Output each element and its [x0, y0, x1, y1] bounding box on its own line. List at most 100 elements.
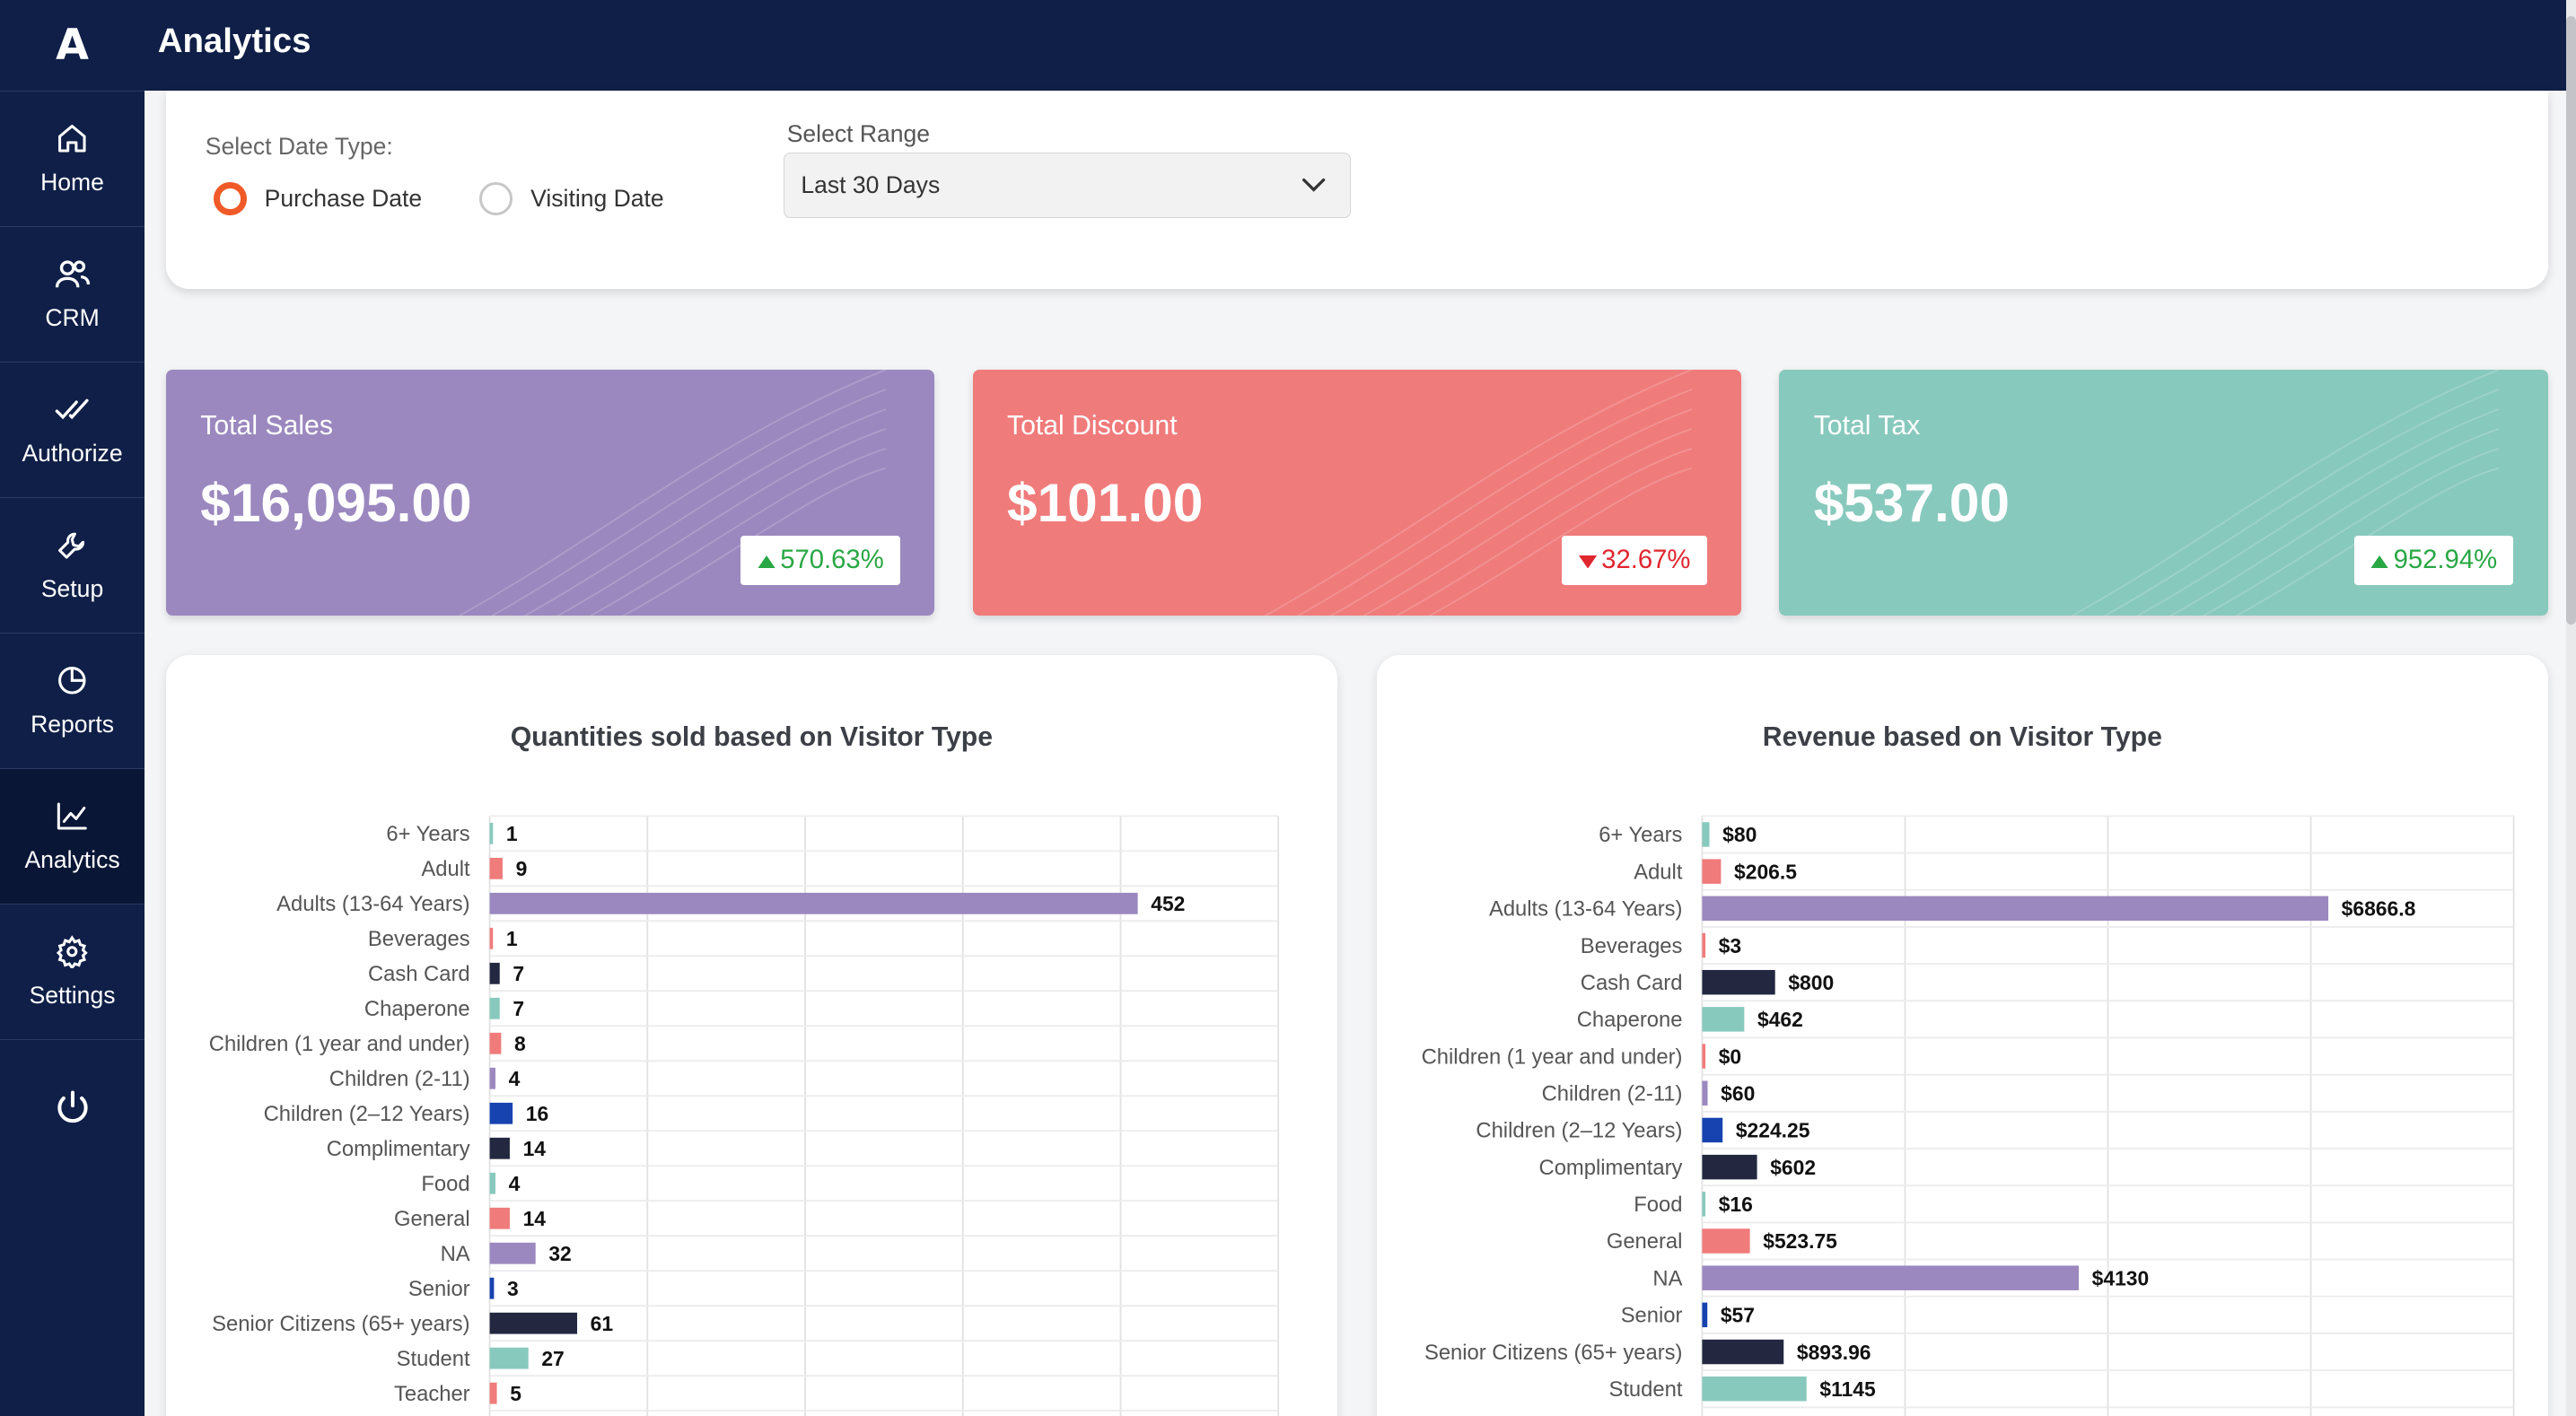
data-label: 7: [513, 962, 524, 985]
radio-purchase-date[interactable]: Purchase Date: [213, 182, 423, 215]
bar[interactable]: [489, 928, 494, 950]
bar[interactable]: [489, 1243, 536, 1264]
bar[interactable]: [489, 1208, 510, 1229]
data-label: $57: [1721, 1304, 1755, 1327]
data-label: 61: [591, 1312, 614, 1335]
bar[interactable]: [489, 963, 500, 985]
bar[interactable]: [489, 1173, 495, 1194]
sidebar-item-home[interactable]: Home: [0, 90, 145, 226]
data-label: 1: [506, 822, 518, 845]
category-label: Senior: [1621, 1304, 1683, 1328]
sidebar-item-label: CRM: [45, 303, 100, 331]
bar[interactable]: [489, 1383, 497, 1404]
bar[interactable]: [1702, 1118, 1723, 1143]
chart-title: Quantities sold based on Visitor Type: [510, 722, 994, 753]
radio-visiting-date[interactable]: Visiting Date: [479, 182, 664, 215]
data-label: $462: [1757, 1008, 1803, 1031]
category-label: NA: [1652, 1267, 1682, 1291]
range-select[interactable]: Last 30 Days: [784, 153, 1351, 219]
bar[interactable]: [1702, 859, 1722, 885]
bar[interactable]: [489, 858, 503, 880]
bar[interactable]: [1702, 1044, 1705, 1070]
sidebar-item-analytics[interactable]: Analytics: [0, 767, 145, 904]
stat-change-badge: 952.94%: [2353, 535, 2514, 585]
category-label: Children (2–12 Years): [1476, 1119, 1682, 1143]
stat-label: Total Sales: [200, 410, 333, 441]
data-label: $1145: [1819, 1377, 1876, 1401]
stat-change-badge: 32.67%: [1562, 535, 1707, 585]
sidebar-item-label: Analytics: [24, 845, 120, 873]
sidebar-item-reports[interactable]: Reports: [0, 632, 145, 768]
sidebar-item-crm[interactable]: CRM: [0, 225, 145, 362]
sidebar-item-label: Settings: [29, 981, 116, 1009]
bar[interactable]: [1702, 1265, 2079, 1291]
category-label: Adult: [1634, 861, 1683, 885]
app-logo[interactable]: A: [56, 20, 89, 70]
bar[interactable]: [489, 1348, 529, 1369]
bar[interactable]: [489, 1313, 577, 1334]
bar[interactable]: [1702, 896, 2328, 922]
pie-chart-icon: [54, 663, 90, 699]
category-label: Senior: [408, 1277, 470, 1301]
revenue-bar-chart: 6+ Years $80 Adult $206.5 Adults (13-64 Year…: [1421, 815, 2515, 1416]
bar[interactable]: [1702, 1340, 1784, 1365]
bar[interactable]: [1702, 1377, 1807, 1402]
page-scrollbar[interactable]: [2566, 0, 2576, 1416]
stat-change-value: 32.67%: [1601, 545, 1691, 575]
data-label: 27: [541, 1347, 564, 1370]
scrollbar-thumb[interactable]: [2566, 16, 2576, 625]
bar[interactable]: [1702, 933, 1705, 958]
power-icon: [49, 1084, 95, 1130]
filter-panel: Select Date Type: Purchase Date Visiting…: [165, 90, 2548, 290]
sidebar-item-authorize[interactable]: Authorize: [0, 361, 145, 497]
bar[interactable]: [1702, 1192, 1705, 1217]
data-label: $602: [1770, 1156, 1816, 1179]
data-label: $16: [1719, 1193, 1753, 1216]
sidebar-item-settings[interactable]: Settings: [0, 903, 145, 1039]
bar[interactable]: [1702, 1155, 1757, 1180]
category-label: General: [1607, 1230, 1683, 1254]
bar[interactable]: [1702, 1228, 1750, 1254]
logout-button[interactable]: [0, 1038, 145, 1175]
stat-card-total-discount: Total Discount $101.00 32.67%: [972, 369, 1742, 616]
data-label: 14: [522, 1207, 546, 1230]
chart-card-quantities: Quantities sold based on Visitor Type 6+…: [165, 655, 1337, 1416]
radio-indicator[interactable]: [479, 182, 513, 215]
arrow-up-icon: [757, 545, 775, 575]
bar[interactable]: [489, 1138, 510, 1159]
bar[interactable]: [1702, 822, 1710, 847]
bar[interactable]: [1702, 1302, 1708, 1328]
bar[interactable]: [1702, 1007, 1745, 1032]
data-label: $523.75: [1763, 1230, 1837, 1254]
category-label: Children (1 year and under): [209, 1032, 470, 1056]
data-label: 5: [510, 1382, 521, 1405]
data-label: $0: [1719, 1045, 1741, 1069]
category-label: General: [394, 1207, 470, 1231]
page-title: Analytics: [157, 21, 311, 60]
data-label: $800: [1788, 971, 1834, 994]
bar[interactable]: [489, 1033, 502, 1054]
bar[interactable]: [489, 1278, 495, 1299]
category-label: Teacher: [394, 1382, 470, 1406]
category-label: NA: [440, 1242, 469, 1266]
bar[interactable]: [489, 1068, 495, 1089]
decorative-waves: [458, 369, 886, 616]
radio-label: Purchase Date: [264, 184, 423, 212]
category-label: Cash Card: [1581, 971, 1683, 995]
data-label: $893.96: [1797, 1341, 1871, 1364]
bar[interactable]: [489, 998, 500, 1019]
bar[interactable]: [489, 893, 1138, 915]
bar[interactable]: [489, 1103, 513, 1124]
data-label: 452: [1151, 892, 1185, 915]
bar[interactable]: [1702, 970, 1775, 995]
data-label: 9: [515, 857, 527, 880]
date-type-label: Select Date Type:: [205, 133, 393, 161]
bar[interactable]: [1702, 1080, 1708, 1106]
sidebar-item-setup[interactable]: Setup: [0, 496, 145, 633]
stat-label: Total Discount: [1006, 410, 1178, 441]
quantities-bar-chart: 6+ Years 1 Adult 9 Adults (13-64 Years) 452 Be…: [209, 815, 1279, 1416]
bar[interactable]: [489, 823, 494, 845]
category-label: 6+ Years: [386, 822, 469, 846]
radio-selected-indicator[interactable]: [213, 182, 247, 215]
chart-title: Revenue based on Visitor Type: [1762, 722, 2162, 753]
